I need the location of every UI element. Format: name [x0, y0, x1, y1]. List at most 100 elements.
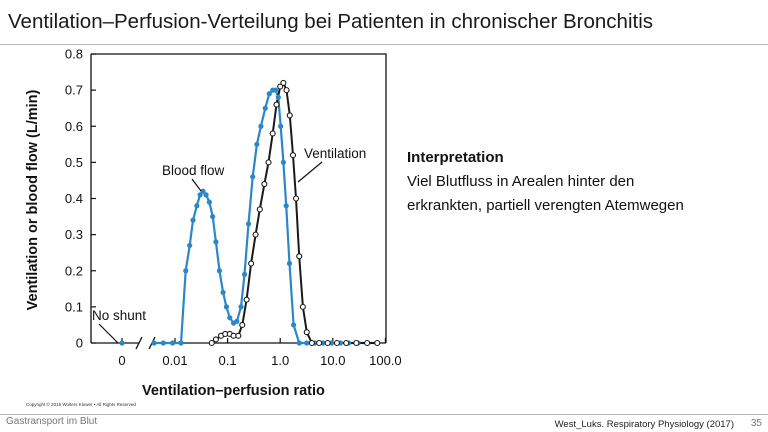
ventilation-annotation: Ventilation [304, 146, 366, 161]
y-tick-label: 0.8 [65, 47, 83, 62]
slide-title: Ventilation–Perfusion-Verteilung bei Pat… [8, 10, 653, 33]
axes: 0 0.1 0.2 0.3 0.4 0.5 0.6 0.7 0.8 0 0.01 0.1 1.0 10.0… [65, 47, 402, 369]
blood-flow-point [245, 221, 252, 227]
blood-flow-point [190, 217, 196, 223]
blood-flow-annotation: Blood flow [162, 163, 225, 178]
footer-section-title: Gastransport im Blut [6, 416, 98, 427]
copyright-notice: Copyright © 2016 Wolters Kluwer • All Ri… [26, 402, 136, 407]
ventilation-point [243, 296, 250, 303]
blood-flow-point [296, 340, 302, 346]
blood-flow-point [280, 159, 286, 165]
ventilation-point [261, 181, 268, 188]
blood-flow-point [262, 105, 268, 111]
ventilation-point [235, 332, 242, 339]
blood-flow-point [278, 123, 284, 129]
interpretation-heading: Interpretation [407, 149, 504, 166]
y-tick-label: 0 [76, 336, 83, 351]
ventilation-point [280, 79, 287, 86]
blood-flow-point [151, 340, 157, 346]
ventilation-point [208, 339, 215, 347]
blood-flow-point [250, 174, 256, 180]
x-tick-label: 0.01 [162, 353, 187, 368]
x-tick-label: 0.1 [219, 353, 237, 368]
ventilation-point [353, 339, 360, 347]
blood-flow-point [275, 94, 281, 100]
ventilation-point [343, 339, 350, 347]
blood-flow-point [254, 141, 260, 147]
no-shunt-annotation: No shunt [92, 308, 146, 323]
ventilation-point [333, 339, 341, 347]
blood-flow-point [291, 322, 297, 328]
y-tick-label: 0.4 [65, 191, 83, 206]
series-lines [154, 81, 378, 345]
blood-flow-point [187, 242, 193, 249]
blood-flow-point [241, 271, 248, 277]
ventilation-point [374, 339, 381, 347]
blood-flow-point [216, 268, 223, 274]
title-divider [0, 44, 768, 45]
footer-source: West_Luks. Respiratory Physiology (2017) [554, 419, 734, 430]
y-tick-label: 0.1 [65, 299, 83, 314]
footer-divider [0, 414, 768, 415]
blood-flow-point [169, 340, 176, 346]
blood-flow-point [178, 340, 184, 346]
ventilation-point [364, 339, 371, 347]
ventilation-point [252, 231, 259, 238]
ventilation-point [239, 321, 246, 328]
blood-flow-line [154, 89, 378, 345]
x-tick-label: 10.0 [320, 353, 345, 368]
blood-flow-point [238, 304, 244, 310]
blood-flow-point [183, 268, 189, 274]
ventilation-point [256, 206, 263, 213]
x-tick-label: 100.0 [369, 353, 402, 368]
axis-break-mark [135, 336, 143, 350]
blood-flow-point [220, 289, 226, 296]
blood-flow-point [200, 188, 206, 194]
no-shunt-annotation-arrow [98, 323, 119, 344]
interpretation-block: Interpretation Viel Blutfluss in Arealen… [407, 146, 684, 218]
y-axis-title: Ventilation or blood flow (L/min) [25, 89, 41, 310]
blood-flow-point [304, 340, 310, 346]
y-tick-label: 0.5 [65, 155, 83, 170]
series-markers [119, 79, 381, 347]
blood-flow-point [197, 192, 203, 198]
ventilation-point [292, 195, 300, 202]
ventilation-point [299, 303, 306, 310]
blood-flow-point [234, 318, 240, 324]
blood-flow-point [160, 340, 166, 346]
ventilation-point [308, 339, 315, 347]
ventilation-point [283, 87, 290, 94]
ventilation-point [324, 339, 331, 347]
x-axis-title: Ventilation–perfusion ratio [142, 383, 325, 399]
blood-flow-point [227, 315, 233, 321]
ventilation-point [296, 253, 303, 260]
ventilation-point [269, 130, 276, 137]
interpretation-line-2: erkrankten, partiell verengten Atemwegen [407, 197, 684, 214]
ventilation-point [303, 329, 310, 336]
x-tick-label: 1.0 [271, 353, 289, 368]
blood-flow-point [258, 123, 264, 129]
ventilation-point [212, 336, 219, 343]
blood-flow-point [194, 203, 200, 209]
blood-flow-point [273, 87, 279, 93]
ventilation-point [277, 83, 284, 90]
ventilation-point [248, 260, 255, 267]
blood-flow-point [223, 304, 230, 310]
interpretation-line-1: Viel Blutfluss in Arealen hinter den [407, 173, 635, 190]
plot-frame [90, 53, 387, 343]
blood-flow-point [286, 260, 293, 267]
ventilation-point [273, 101, 280, 108]
ventilation-point [289, 152, 297, 159]
page-number: 35 [750, 418, 762, 429]
ventilation-annotation-arrow [297, 161, 323, 183]
blood-flow-point [203, 192, 209, 198]
blood-flow-point [210, 213, 216, 220]
x-tick-label: 0 [118, 353, 125, 368]
ventilation-point [286, 112, 293, 119]
blood-flow-point [266, 91, 272, 97]
y-tick-label: 0.2 [65, 263, 83, 278]
ventilation-point [316, 339, 323, 347]
blood-flow-annotation-arrow [191, 178, 202, 192]
y-tick-label: 0.3 [65, 227, 83, 242]
